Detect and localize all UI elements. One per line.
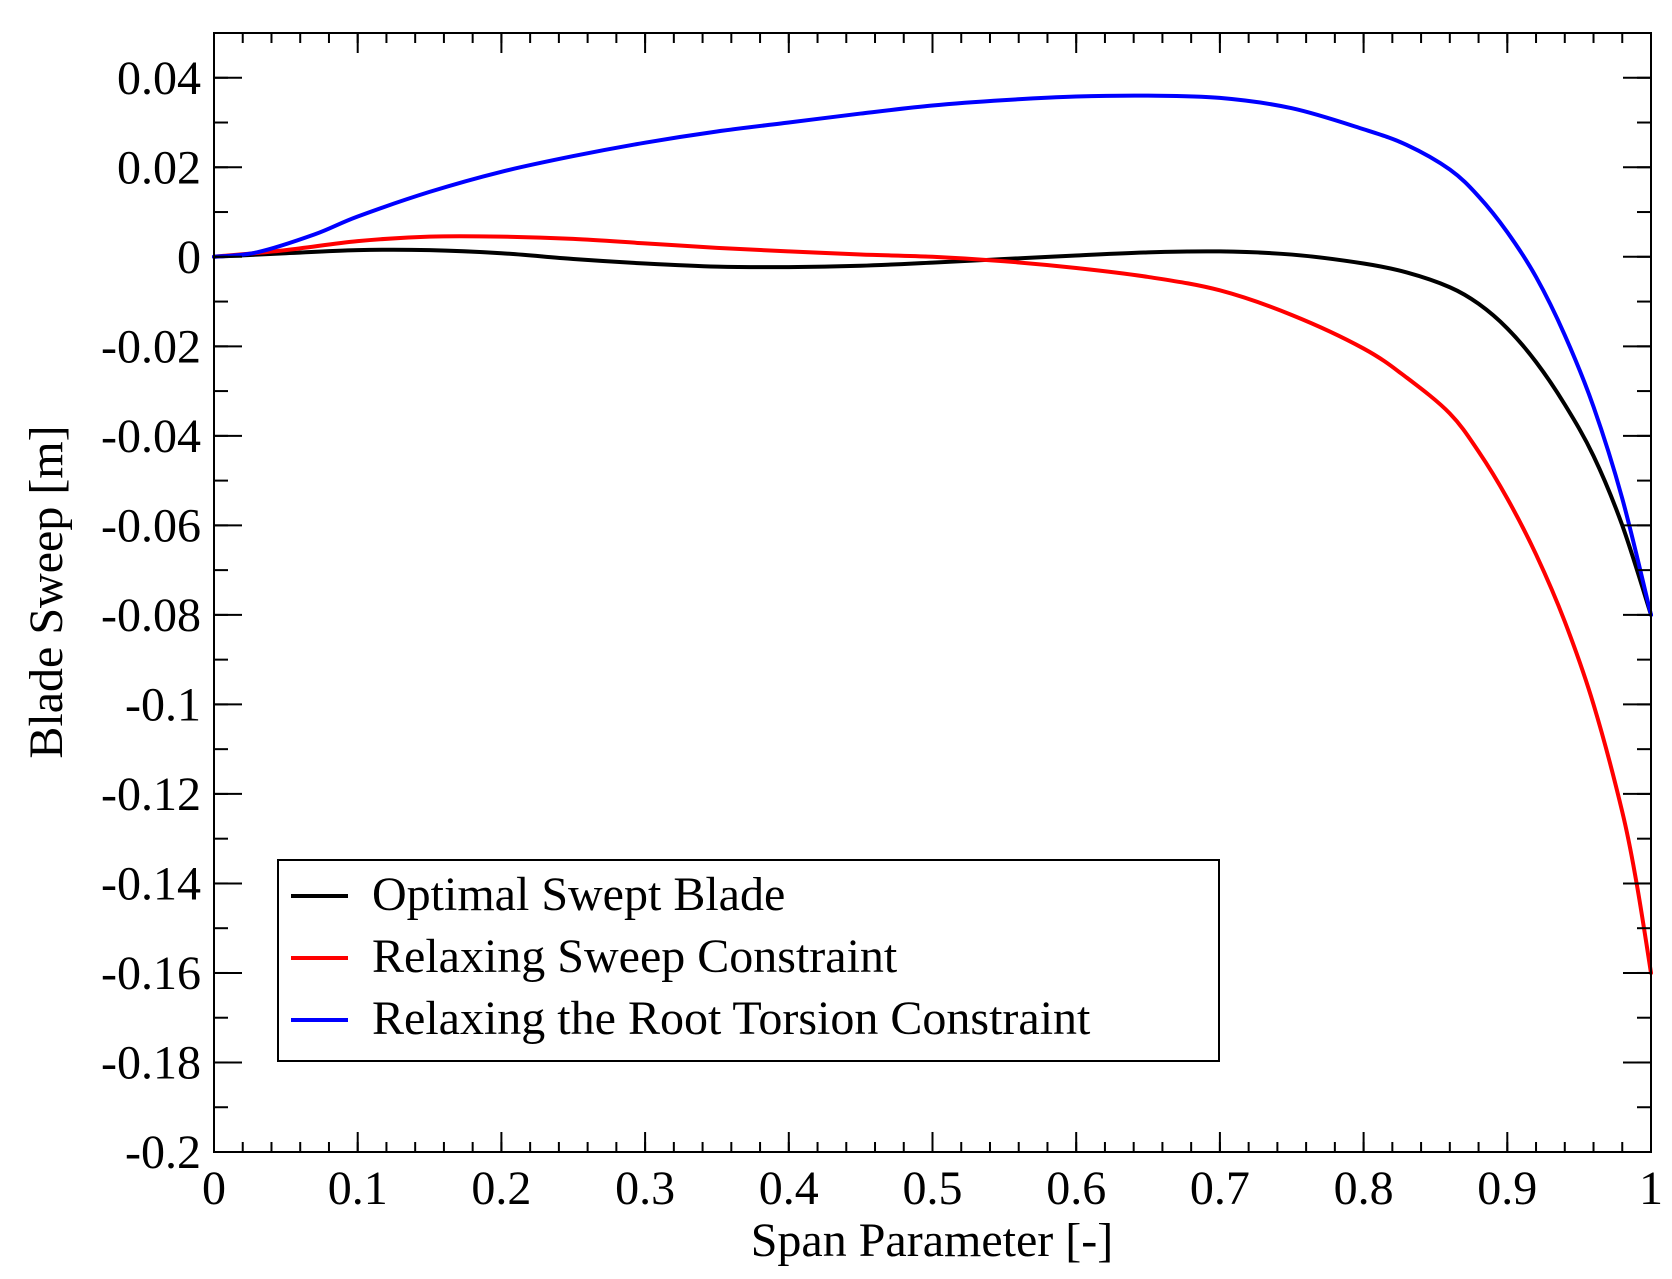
y-tick-label: -0.14 xyxy=(101,857,201,910)
y-axis-label: Blade Sweep [m] xyxy=(20,425,73,758)
series-layer xyxy=(212,93,1653,975)
legend-label-relaxing-root-torsion-constraint: Relaxing the Root Torsion Constraint xyxy=(372,992,1091,1045)
y-tick-label: -0.06 xyxy=(101,499,201,552)
y-tick-label: -0.12 xyxy=(101,768,201,821)
y-tick-label: -0.02 xyxy=(101,320,201,373)
x-tick-label: 0.7 xyxy=(1190,1162,1250,1215)
x-tick-labels: 0 0.1 0.2 0.3 0.4 0.5 0.6 0.7 0.8 0.9 1 xyxy=(202,1162,1663,1215)
legend-label-optimal-swept-blade: Optimal Swept Blade xyxy=(372,868,785,921)
x-axis-label: Span Parameter [-] xyxy=(751,1214,1114,1267)
x-tick-label: 0.5 xyxy=(903,1162,963,1215)
y-tick-label: -0.16 xyxy=(101,947,201,1000)
y-tick-labels: -0.2 -0.18 -0.16 -0.14 -0.12 -0.1 -0.08 -0.06 -0… xyxy=(101,52,201,1179)
x-tick-label: 1 xyxy=(1639,1162,1663,1215)
y-tick-label: -0.1 xyxy=(125,678,201,731)
legend-box xyxy=(277,859,1220,1062)
y-tick-label: -0.04 xyxy=(101,410,201,463)
legend: Optimal Swept Blade Relaxing Sweep Const… xyxy=(277,859,1220,1062)
plot-frame xyxy=(213,32,1652,1153)
x-tick-label: 0.1 xyxy=(328,1162,388,1215)
legend-label-relaxing-sweep-constraint: Relaxing Sweep Constraint xyxy=(372,930,898,983)
x-tick-label: 0.2 xyxy=(471,1162,531,1215)
series-line-relaxing-sweep-constraint xyxy=(212,234,1653,975)
y-tick-label: -0.2 xyxy=(125,1126,201,1179)
series-line-optimal-swept-blade xyxy=(212,247,1653,617)
x-tick-label: 0 xyxy=(202,1162,226,1215)
x-tick-label: 0.6 xyxy=(1046,1162,1106,1215)
series-line-relaxing-the-root-torsion-constraint xyxy=(212,93,1653,617)
y-tick-label: 0.02 xyxy=(117,141,201,194)
x-tick-label: 0.3 xyxy=(615,1162,675,1215)
y-tick-label: -0.18 xyxy=(101,1036,201,1089)
x-tick-label: 0.9 xyxy=(1477,1162,1537,1215)
y-tick-label: -0.08 xyxy=(101,589,201,642)
x-tick-label: 0.8 xyxy=(1334,1162,1394,1215)
x-tick-label: 0.4 xyxy=(759,1162,819,1215)
y-tick-label: 0 xyxy=(177,231,201,284)
y-tick-label: 0.04 xyxy=(117,52,201,105)
